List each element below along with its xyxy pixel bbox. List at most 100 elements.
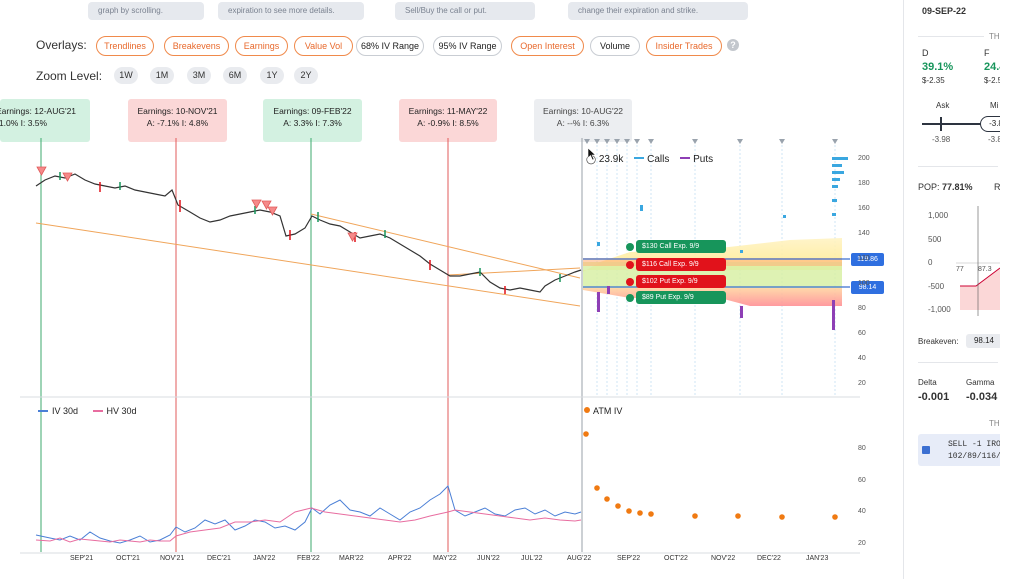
mid-value: -3.8 [988, 135, 1000, 144]
price-tick: 60 [858, 330, 866, 337]
x-tick: JAN'22 [253, 555, 276, 562]
greek-val-2: $-2.5 [984, 76, 1000, 85]
x-tick: NOV'22 [711, 555, 736, 562]
breakeven-value: 98.14 [966, 334, 1000, 348]
x-tick: AUG'22 [567, 555, 592, 562]
x-tick: DEC'21 [207, 555, 231, 562]
overlay-toggle-4[interactable]: 68% IV Range [356, 36, 424, 56]
order-leg-label[interactable]: $116 Call Exp. 9/9 [636, 258, 726, 271]
earnings-title: Earnings: 12-AUG'21 [0, 106, 77, 116]
price-tick: 80 [858, 305, 866, 312]
puts-swatch [680, 157, 691, 159]
zoom-3m[interactable]: 3M [187, 67, 211, 84]
vol-tick: 40 [858, 508, 866, 515]
pop-label: POP: [918, 182, 940, 192]
x-tick: DEC'22 [757, 555, 781, 562]
section-label: TH [989, 32, 1000, 41]
gamma-value: -0.034 [966, 391, 998, 403]
earnings-stats: A: -0.9% I: 8.5% [417, 118, 479, 128]
earnings-card[interactable]: Earnings: 09-FEB'22 A: 3.3% I: 7.3% [263, 99, 362, 142]
iv-label: IV 30d [52, 406, 79, 416]
zoom-1y[interactable]: 1Y [260, 67, 284, 84]
x-tick: APR'22 [388, 555, 412, 562]
earnings-card[interactable]: Earnings: 10-AUG'22 A: --% I: 6.3% [534, 99, 632, 142]
earnings-stats: A: --% I: 6.3% [556, 118, 610, 128]
help-icon[interactable]: ? [727, 39, 739, 51]
price-tick: 160 [858, 205, 870, 212]
order-leg-dot[interactable] [626, 277, 634, 286]
order-leg-label[interactable]: $130 Call Exp. 9/9 [636, 240, 726, 253]
tip-2: expiration to see more details. [218, 2, 364, 20]
atm-iv-dots [583, 431, 838, 520]
x-tick: OCT'22 [664, 555, 688, 562]
hv-label: HV 30d [106, 406, 137, 416]
earnings-stats: A: 3.3% I: 7.3% [283, 118, 342, 128]
volume-icon: ◯ [586, 154, 597, 164]
breakeven-upper-tag: 119.86 [851, 253, 884, 266]
pl-tick: 1,000 [928, 211, 949, 220]
overlay-toggle-3[interactable]: Value Vol [294, 36, 353, 56]
tip-4: change their expiration and strike. [568, 2, 748, 20]
overlay-toggle-5[interactable]: 95% IV Range [433, 36, 502, 56]
breakeven-lower-tag: 98.14 [851, 281, 884, 294]
breakeven-label: Breakeven: [918, 337, 959, 346]
price-tick: 100 [858, 280, 870, 287]
expiry-markers [584, 139, 838, 144]
vol-tick: 80 [858, 445, 866, 452]
zoom-1w[interactable]: 1W [114, 67, 138, 84]
vol-tick: 60 [858, 476, 866, 484]
x-tick: MAR'22 [339, 555, 364, 562]
order-leg-label[interactable]: $102 Put Exp. 9/9 [636, 275, 726, 288]
x-tick: OCT'21 [116, 555, 140, 562]
price-slider-track[interactable] [922, 123, 992, 125]
order-leg-dot[interactable] [626, 242, 634, 251]
pop-row: POP: 77.81% [918, 182, 973, 192]
tip-3: Sell/Buy the call or put. [395, 2, 535, 20]
order-leg-dot[interactable] [626, 293, 634, 302]
x-tick: JUN'22 [477, 555, 500, 562]
trade-ticket[interactable]: SELL -1 IRO 102/89/116/ [918, 434, 1000, 466]
price-slider-handle[interactable]: -3.8 [980, 116, 1000, 132]
order-leg-label[interactable]: $89 Put Exp. 9/9 [636, 291, 726, 304]
gamma-label: Gamma [966, 378, 995, 387]
overlay-toggle-6[interactable]: Open Interest [511, 36, 584, 56]
earnings-card[interactable]: Earnings: 10-NOV'21 A: -7.1% I: 4.8% [128, 99, 227, 142]
order-leg-dot[interactable] [626, 260, 634, 269]
overlays-label: Overlays: [36, 38, 87, 52]
volume-value: 23.9k [598, 154, 624, 165]
earnings-title: Earnings: 11-MAY'22 [408, 106, 488, 116]
earnings-card[interactable]: Earnings: 12-AUG'21 1.0% I: 3.5% [0, 99, 90, 142]
overlay-toggle-2[interactable]: Earnings [235, 36, 288, 56]
trade-line-2: 102/89/116/ [948, 452, 1000, 461]
pl-tick: 0 [928, 258, 933, 267]
zoom-6m[interactable]: 6M [223, 67, 247, 84]
earnings-stats: 1.0% I: 3.5% [0, 118, 48, 128]
zoom-1m[interactable]: 1M [150, 67, 174, 84]
x-tick: SEP'22 [617, 555, 641, 562]
price-tick: 120 [858, 255, 870, 262]
puts-label: Puts [693, 154, 714, 165]
iv-swatch [38, 410, 48, 412]
delta-label: Delta [918, 378, 937, 387]
x-tick: JUL'22 [521, 555, 543, 562]
pl-x-1: 77 [956, 266, 964, 273]
overlay-toggle-1[interactable]: Breakevens [164, 36, 229, 56]
price-tick: 140 [858, 230, 870, 237]
main-chart[interactable] [0, 0, 905, 579]
zoom-2y[interactable]: 2Y [294, 67, 318, 84]
overlay-toggle-0[interactable]: Trendlines [96, 36, 154, 56]
selected-expiry[interactable]: 09-SEP-22 [922, 6, 967, 16]
greek-head-1: D [922, 48, 929, 58]
tip-1: graph by scrolling. [88, 2, 204, 20]
overlay-toggle-7[interactable]: Volume [590, 36, 640, 56]
ask-value: -3.98 [932, 135, 951, 144]
pl-chart[interactable] [956, 206, 1000, 316]
overlay-toggle-8[interactable]: Insider Trades [646, 36, 722, 56]
earnings-card[interactable]: Earnings: 11-MAY'22 A: -0.9% I: 8.5% [399, 99, 497, 142]
calls-label: Calls [647, 154, 670, 165]
insider-trade-markers [36, 166, 358, 242]
vol-legend: IV 30d HV 30d [38, 406, 137, 416]
ask-label: Ask [936, 101, 950, 110]
earnings-title: Earnings: 10-NOV'21 [137, 106, 218, 116]
greek-pct-1: 39.1% [922, 61, 954, 73]
